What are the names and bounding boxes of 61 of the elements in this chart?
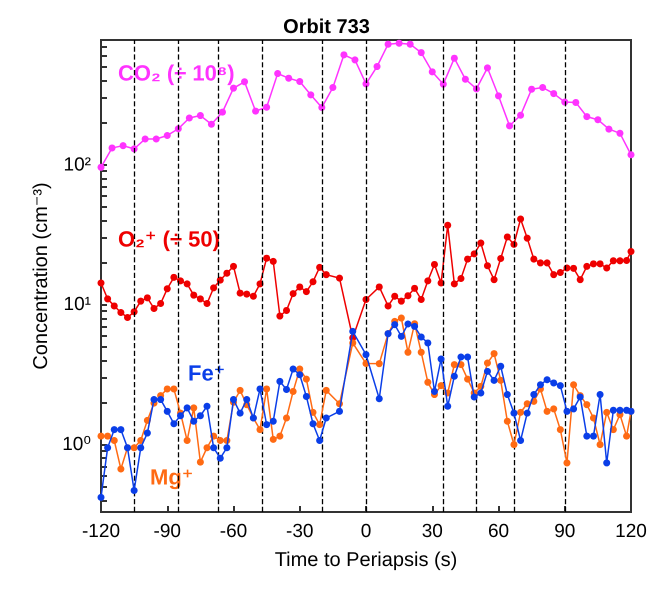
point [462,76,469,83]
point [285,74,292,82]
point [428,68,436,76]
point [142,135,149,142]
point [98,164,104,171]
point [517,112,524,119]
chart-title: Orbit 733 [283,16,370,38]
x-tick-label: 60 [488,521,510,542]
point [594,116,602,124]
x-tick-label: 120 [615,521,647,542]
point [152,135,160,142]
point [572,98,580,106]
point [241,78,248,86]
point [406,40,414,48]
point [628,151,634,158]
x-tick-label: -30 [286,521,314,542]
point [450,54,458,62]
point [528,86,536,93]
point [605,126,612,133]
x-tick-label: -120 [82,521,120,542]
point [583,113,590,120]
point [230,84,237,92]
point [307,91,314,98]
y-axis-title: Concentration (cm⁻³) [30,182,52,370]
series-label: O₂⁺ (÷ 50) [118,226,220,252]
point [263,104,270,111]
point [274,70,282,78]
x-tick-label: 0 [360,521,372,542]
point [616,130,624,137]
point [495,92,502,100]
point [374,63,381,70]
point [351,56,358,64]
x-axis-title: Time to Periapsis (s) [274,549,458,571]
y-tick-label: 10² [64,154,91,176]
y-tick-label: 10¹ [64,294,91,316]
point [120,142,127,150]
series-label: CO₂ (÷ 10⁸) [118,60,235,86]
point [296,78,304,85]
point [208,120,215,128]
point [340,51,348,58]
point [506,122,514,130]
point [484,64,491,72]
x-tick-label: 90 [554,521,576,542]
x-tick-label: -60 [220,521,248,542]
point [329,84,336,91]
point [550,90,558,98]
point [196,112,204,120]
point [252,108,260,115]
x-tick-label: -90 [154,521,181,542]
point [418,49,425,56]
point [108,144,116,152]
y-tick-label: 10⁰ [62,434,91,456]
point [384,40,392,48]
point [186,114,193,122]
point [218,108,226,116]
x-tick-label: 30 [422,521,443,542]
point [539,84,546,91]
series-label: Mg⁺ [150,464,194,490]
point [164,132,171,139]
point [396,40,403,47]
series-label: Fe⁺ [188,360,226,386]
